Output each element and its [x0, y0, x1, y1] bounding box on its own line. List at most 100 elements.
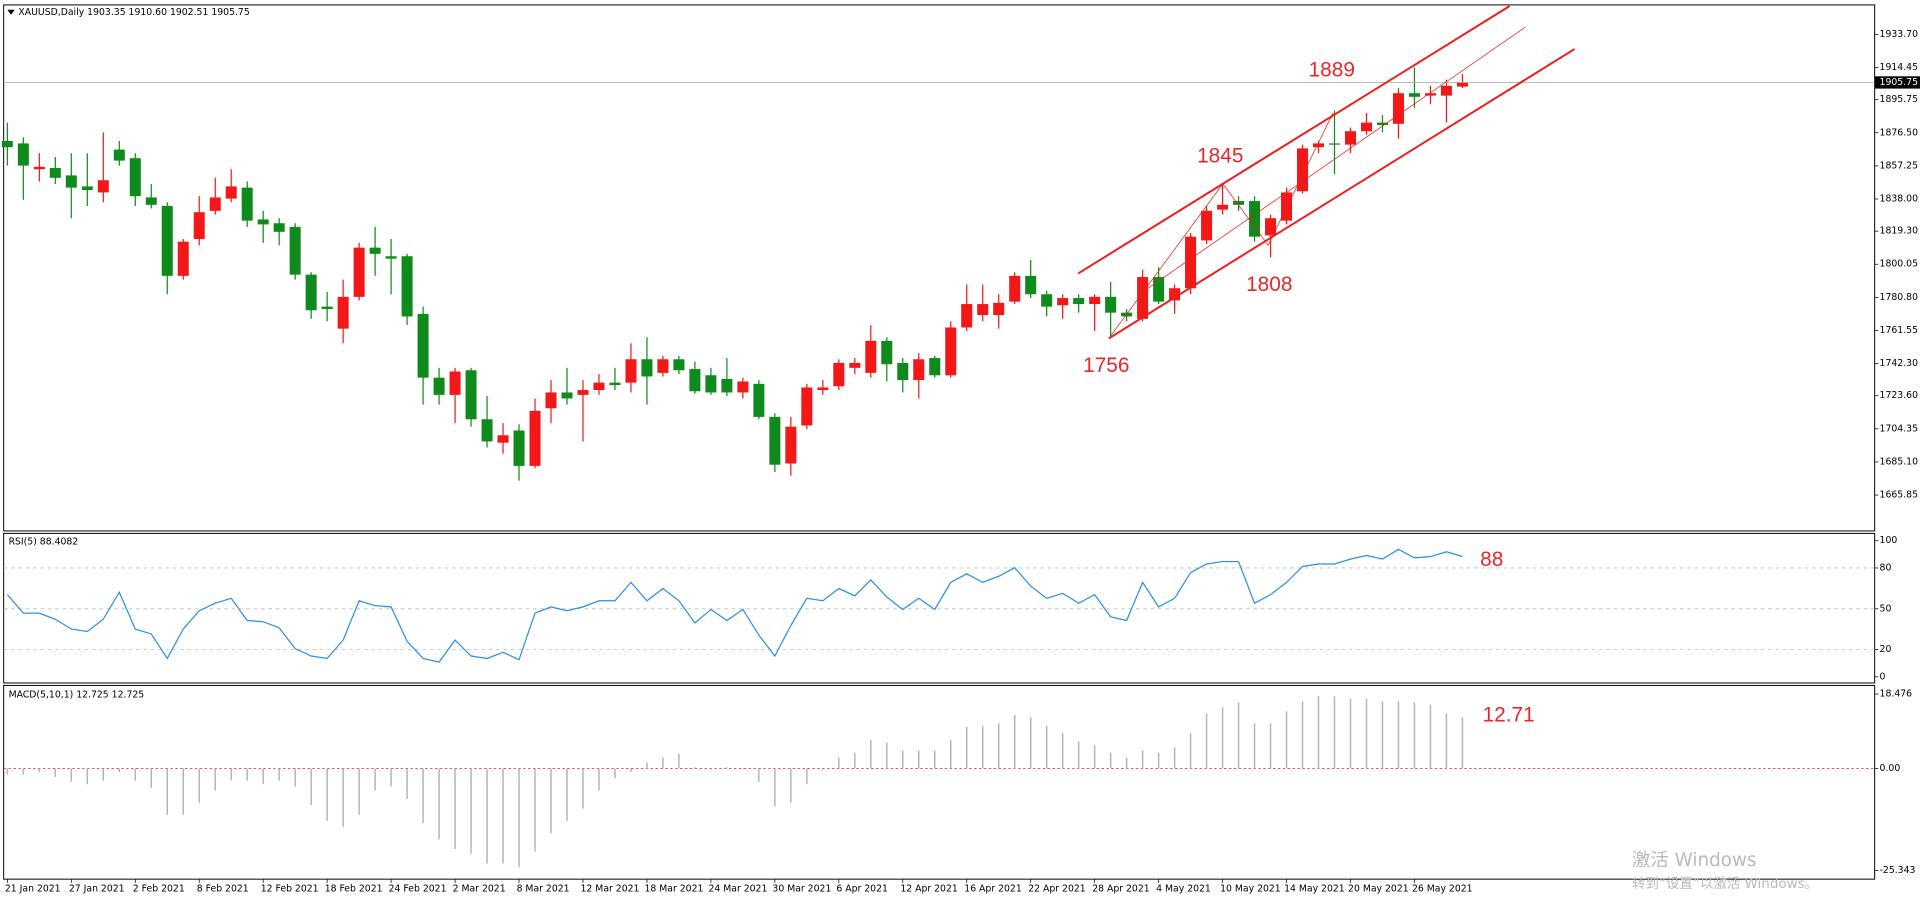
x-tick-label: 2 Feb 2021 — [133, 883, 185, 894]
y-tick-label: 100 — [1880, 535, 1898, 546]
candle-body — [81, 186, 93, 191]
candle-body — [33, 166, 45, 170]
candle-body — [1009, 275, 1021, 302]
y-tick-label: 18.476 — [1880, 689, 1913, 700]
candle-body — [577, 390, 589, 395]
candle-body — [801, 387, 813, 426]
candle-body — [241, 187, 253, 221]
title-marker — [7, 9, 15, 15]
y-tick-label: 1665.85 — [1880, 490, 1919, 501]
macd-pane — [3, 684, 1876, 880]
rsi-title: RSI(5) 88.4082 — [9, 536, 79, 547]
y-tick-label: 1914.45 — [1880, 62, 1919, 73]
candle-body — [161, 206, 173, 276]
candle-body — [465, 370, 477, 420]
x-tick-label: 12 Mar 2021 — [581, 883, 640, 894]
x-tick-label: 18 Feb 2021 — [325, 883, 383, 894]
annotation: 1756 — [1083, 354, 1129, 377]
candle-body — [833, 362, 845, 387]
y-tick-label: 1857.25 — [1880, 160, 1919, 171]
candle-body — [337, 296, 349, 329]
candle-body — [1233, 201, 1245, 205]
x-tick-label: 26 May 2021 — [1412, 883, 1473, 894]
x-tick-label: 2 Mar 2021 — [453, 883, 506, 894]
candle-body — [113, 149, 125, 161]
candle-body — [1025, 275, 1037, 295]
candle-body — [225, 186, 237, 199]
candle-body — [1408, 93, 1420, 97]
annotation: 12.71 — [1483, 704, 1535, 727]
candle-body — [1297, 148, 1309, 192]
candle-body — [1105, 296, 1117, 313]
y-tick-label: -25.343 — [1880, 865, 1916, 876]
candle-body — [273, 223, 285, 232]
candle-body — [769, 416, 781, 465]
annotation: 88 — [1480, 548, 1503, 571]
y-tick-label: 1895.75 — [1880, 94, 1919, 105]
x-tick-label: 21 Jan 2021 — [5, 883, 61, 894]
candle-body — [65, 175, 77, 188]
candle-body — [609, 382, 621, 386]
y-tick-label: 1742.30 — [1880, 358, 1919, 369]
candle-body — [1201, 210, 1213, 241]
candle-body — [353, 247, 365, 297]
price-tag-label: 1905.75 — [1880, 77, 1919, 88]
y-tick-label: 50 — [1880, 603, 1892, 614]
candle-body — [417, 313, 429, 378]
x-tick-label: 10 May 2021 — [1220, 883, 1281, 894]
candle-body — [289, 226, 301, 275]
y-tick-label: 1933.70 — [1880, 29, 1919, 40]
candle-body — [561, 392, 573, 399]
candle-body — [673, 359, 685, 371]
x-tick-label: 30 Mar 2021 — [772, 883, 831, 894]
candle-body — [1424, 93, 1436, 96]
candle-body — [97, 180, 109, 193]
candle-body — [625, 359, 637, 383]
candle-body — [961, 304, 973, 328]
y-tick-label: 0.00 — [1880, 763, 1901, 774]
candle-body — [897, 362, 909, 381]
candle-body — [1456, 82, 1468, 87]
candle-body — [1440, 85, 1452, 96]
candle-body — [785, 426, 797, 464]
candle-body — [1249, 201, 1261, 237]
channel-middle — [1139, 26, 1526, 295]
x-tick-label: 16 Apr 2021 — [964, 883, 1022, 894]
y-tick-label: 0 — [1880, 671, 1886, 682]
candle-body — [1089, 296, 1101, 305]
x-tick-label: 28 Apr 2021 — [1092, 883, 1150, 894]
candle-body — [449, 371, 461, 395]
annotation: 1889 — [1309, 59, 1355, 82]
candle-body — [209, 197, 221, 211]
y-tick-label: 1780.80 — [1880, 292, 1919, 303]
candle-body — [545, 392, 557, 409]
candle-body — [1, 141, 13, 148]
candle-body — [1153, 277, 1165, 302]
x-tick-label: 22 Apr 2021 — [1028, 883, 1086, 894]
y-tick-label: 1876.50 — [1880, 127, 1919, 138]
y-tick-label: 1723.60 — [1880, 390, 1919, 401]
candle-body — [1344, 131, 1357, 145]
candle-body — [1217, 204, 1229, 210]
candle-body — [641, 359, 653, 377]
candle-body — [1376, 122, 1388, 126]
rsi-line — [6, 548, 1463, 663]
x-tick-label: 20 May 2021 — [1348, 883, 1409, 894]
x-tick-label: 27 Jan 2021 — [69, 883, 125, 894]
candle-body — [193, 212, 205, 240]
candle-body — [977, 304, 989, 316]
candle-body — [849, 362, 861, 368]
y-tick-label: 1800.05 — [1880, 259, 1919, 270]
candle-body — [945, 327, 957, 376]
marks: 1933.70 1914.45 1895.75 1876.50 1857.25 1838.… — [1, 29, 1920, 894]
candle-body — [321, 306, 333, 310]
main-title: XAUUSD,Daily 1903.35 1910.60 1902.51 190… — [18, 7, 249, 18]
candle-body — [865, 340, 877, 373]
watermark: 激活 Windows — [1632, 850, 1757, 871]
candle-body — [129, 158, 141, 197]
y-tick-label: 1685.10 — [1880, 456, 1919, 467]
candle-body — [993, 302, 1005, 316]
x-tick-label: 4 May 2021 — [1156, 883, 1211, 894]
watermark: 转到“设置”以激活 Windows。 — [1632, 876, 1818, 892]
